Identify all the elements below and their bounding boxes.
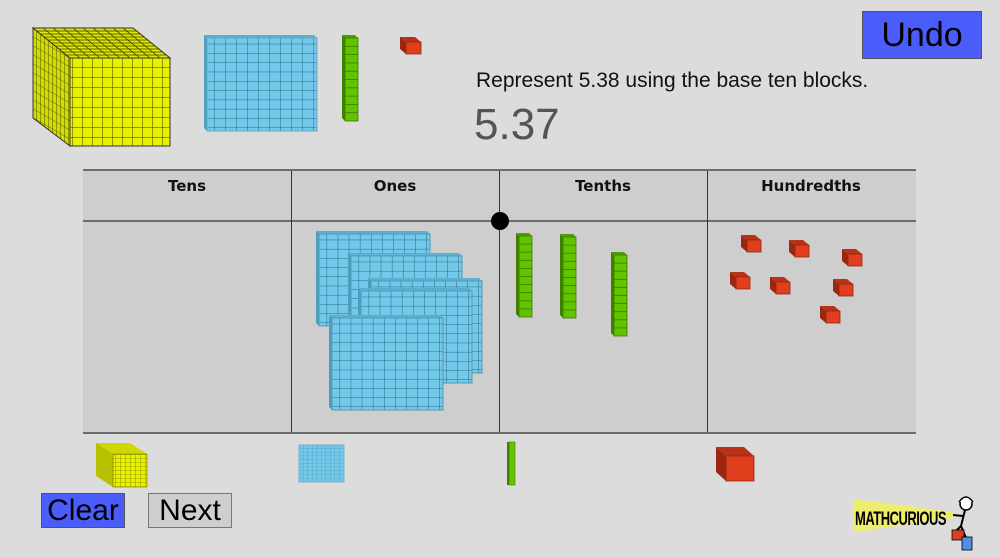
- ones-block-source[interactable]: [298, 444, 345, 483]
- tenths-rod-block[interactable]: [560, 234, 577, 319]
- column-header-hundredths: Hundredths: [761, 177, 861, 195]
- place-value-table: Tens Ones Tenths Hundredths: [83, 169, 916, 434]
- column-divider: [291, 171, 292, 432]
- hundredths-unit-cube[interactable]: [741, 235, 762, 253]
- hundredths-unit-cube[interactable]: [820, 306, 841, 324]
- logo-text: MATHCURIOUS: [855, 507, 947, 530]
- next-button[interactable]: Next: [148, 493, 232, 528]
- ten-rod-icon: [342, 35, 359, 122]
- decimal-point-dot: [491, 212, 509, 230]
- tens-block-source[interactable]: [96, 443, 148, 488]
- tenths-block-source[interactable]: [507, 441, 516, 486]
- column-header-tenths: Tenths: [575, 177, 631, 195]
- current-value: 5.37: [474, 100, 560, 149]
- undo-button[interactable]: Undo: [862, 11, 982, 59]
- hundredths-unit-cube[interactable]: [789, 240, 810, 258]
- mathcurious-logo: MATHCURIOUS: [853, 490, 983, 552]
- column-header-tens: Tens: [167, 177, 207, 195]
- column-header-ones: Ones: [373, 177, 417, 195]
- prompt-text: Represent 5.38 using the base ten blocks…: [476, 69, 869, 92]
- thousand-cube-icon: [31, 26, 173, 148]
- hundredths-unit-cube[interactable]: [842, 249, 863, 267]
- hundredths-unit-cube[interactable]: [770, 277, 791, 295]
- ones-flat-block[interactable]: [329, 315, 444, 411]
- hundredths-block-source[interactable]: [716, 447, 756, 482]
- tens-drop-zone[interactable]: [83, 222, 291, 434]
- clear-button[interactable]: Clear: [41, 493, 125, 528]
- hundredths-unit-cube[interactable]: [833, 279, 854, 297]
- tenths-rod-block[interactable]: [516, 233, 533, 318]
- unit-cube-icon: [400, 37, 422, 55]
- column-divider: [499, 171, 500, 432]
- tenths-rod-block[interactable]: [611, 252, 628, 337]
- hundred-flat-icon: [204, 35, 318, 132]
- column-divider: [707, 171, 708, 432]
- hundredths-drop-zone[interactable]: [707, 222, 915, 434]
- hundredths-unit-cube[interactable]: [730, 272, 751, 290]
